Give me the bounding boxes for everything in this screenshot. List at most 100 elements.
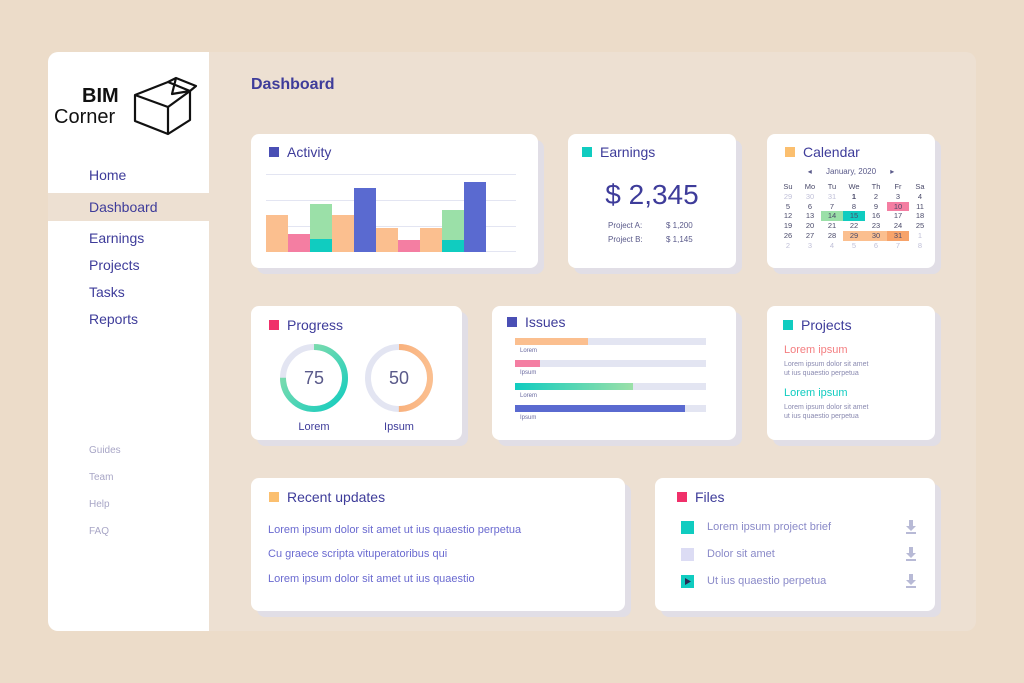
file-name: Dolor sit amet: [707, 548, 775, 560]
calendar-day[interactable]: 20: [805, 221, 815, 231]
calendar-day[interactable]: 7: [895, 240, 901, 250]
calendar-day[interactable]: 29: [783, 191, 793, 201]
calendar-day[interactable]: 28: [827, 230, 837, 240]
calendar-day[interactable]: 30: [805, 191, 815, 201]
bim-corner-logo[interactable]: BIM Corner: [54, 76, 204, 140]
calendar-day[interactable]: 3: [895, 191, 901, 201]
activity-bar-segment: [310, 239, 332, 252]
calendar-day[interactable]: 16: [871, 211, 881, 221]
progress-square-icon: [269, 320, 279, 330]
progress-card: Progress 75 Lorem: [251, 306, 462, 440]
calendar-weekday: Sa: [915, 182, 925, 191]
issues-title-text: Issues: [525, 314, 566, 330]
calendar-day[interactable]: 11: [916, 201, 924, 211]
file-row[interactable]: Lorem ipsum project brief: [681, 520, 917, 534]
calendar-weekday: Fr: [894, 182, 902, 191]
nav-item-home[interactable]: Home: [89, 167, 127, 183]
nav-item-dashboard[interactable]: Dashboard: [48, 193, 209, 221]
activity-bar: [398, 240, 420, 252]
calendar-day[interactable]: 10: [887, 201, 909, 212]
download-icon[interactable]: [905, 574, 917, 588]
progress-ring-label: Lorem: [298, 421, 330, 433]
calendar-day[interactable]: 6: [873, 240, 879, 250]
calendar-day[interactable]: 27: [805, 230, 815, 240]
nav-item-guides[interactable]: Guides: [89, 445, 121, 456]
activity-title: Activity: [269, 144, 331, 160]
calendar-prev-button[interactable]: ◂: [807, 167, 812, 176]
calendar-day[interactable]: 24: [893, 221, 903, 231]
earnings-square-icon: [582, 147, 592, 157]
calendar-day[interactable]: 31: [827, 191, 837, 201]
activity-bar-segment: [442, 240, 464, 252]
sidebar: BIM Corner Home Dashboard Earnings Proje…: [48, 52, 209, 631]
nav-item-projects[interactable]: Projects: [89, 257, 140, 273]
calendar-day[interactable]: 6: [807, 201, 813, 211]
files-card: Files Lorem ipsum project brief Dolor si…: [655, 478, 935, 611]
earnings-card: Earnings $ 2,345 Project A: $ 1,200 Proj…: [568, 134, 736, 268]
calendar-day[interactable]: 14: [821, 211, 843, 222]
calendar-day[interactable]: 8: [917, 240, 923, 250]
nav-item-earnings[interactable]: Earnings: [89, 230, 145, 246]
calendar-day[interactable]: 5: [851, 240, 857, 250]
recent-updates-title-text: Recent updates: [287, 489, 386, 505]
nav-item-faq[interactable]: FAQ: [89, 526, 110, 537]
calendar-day[interactable]: 23: [871, 221, 881, 231]
download-icon[interactable]: [905, 547, 917, 561]
calendar-day[interactable]: 25: [915, 221, 925, 231]
nav-item-tasks[interactable]: Tasks: [89, 284, 125, 300]
calendar-day[interactable]: 31: [887, 230, 909, 241]
issues-title: Issues: [507, 314, 565, 330]
progress-ring-graphic: [280, 344, 348, 412]
calendar-month-header: ◂ January, 2020 ▸: [767, 167, 935, 176]
calendar-day[interactable]: 1: [851, 191, 857, 201]
update-item[interactable]: Lorem ipsum dolor sit amet ut ius quaest…: [268, 524, 522, 536]
progress-ring-graphic: [365, 344, 433, 412]
update-item[interactable]: Lorem ipsum dolor sit amet ut ius quaest…: [268, 573, 475, 585]
calendar-day[interactable]: 1: [917, 230, 923, 240]
earnings-row-value: $ 1,200: [666, 221, 693, 230]
calendar-day[interactable]: 22: [849, 221, 859, 231]
calendar-day[interactable]: 15: [843, 211, 865, 222]
nav-item-reports[interactable]: Reports: [89, 311, 139, 327]
calendar-day[interactable]: 29: [843, 230, 865, 241]
calendar-day[interactable]: 18: [915, 211, 925, 221]
file-row[interactable]: Dolor sit amet: [681, 547, 917, 561]
calendar-day[interactable]: 12: [783, 211, 793, 221]
calendar-day[interactable]: 4: [917, 191, 923, 201]
calendar-day[interactable]: 30: [865, 230, 887, 241]
calendar-day[interactable]: 3: [807, 240, 813, 250]
calendar-day[interactable]: 2: [785, 240, 791, 250]
activity-bar: [464, 182, 486, 252]
calendar-day[interactable]: 26: [783, 230, 793, 240]
download-icon[interactable]: [905, 520, 917, 534]
calendar-day[interactable]: 8: [851, 201, 857, 211]
calendar-day[interactable]: 4: [829, 240, 835, 250]
calendar-day[interactable]: 9: [873, 201, 879, 211]
calendar-day[interactable]: 2: [873, 191, 879, 201]
project-name[interactable]: Lorem ipsum: [784, 344, 848, 356]
calendar-title-text: Calendar: [803, 144, 860, 160]
activity-bar: [376, 228, 398, 252]
project-name[interactable]: Lorem ipsum: [784, 387, 848, 399]
calendar-day[interactable]: 7: [829, 201, 835, 211]
calendar-week-row: 26 27 28 29 30 31 1: [777, 230, 931, 241]
file-name: Lorem ipsum project brief: [707, 521, 832, 533]
file-row[interactable]: Ut ius quaestio perpetua: [681, 574, 917, 588]
secondary-nav: Guides Team Help FAQ: [48, 437, 209, 545]
nav-item-team[interactable]: Team: [89, 472, 114, 483]
calendar-day[interactable]: 5: [785, 201, 791, 211]
update-item[interactable]: Cu graece scripta vituperatoribus qui: [268, 548, 448, 560]
calendar-day[interactable]: 19: [783, 221, 793, 231]
activity-title-text: Activity: [287, 144, 332, 160]
issue-label: Ipsum: [520, 370, 537, 376]
calendar-day[interactable]: 13: [805, 211, 815, 221]
calendar-title: Calendar: [785, 144, 860, 160]
calendar-day[interactable]: 17: [893, 211, 903, 221]
calendar-next-button[interactable]: ▸: [890, 167, 895, 176]
calendar-day[interactable]: 21: [827, 221, 837, 231]
activity-bar: [332, 215, 354, 252]
recent-updates-card: Recent updates Lorem ipsum dolor sit ame…: [251, 478, 625, 611]
projects-square-icon: [783, 320, 793, 330]
progress-ring-value: 50: [388, 368, 410, 388]
nav-item-help[interactable]: Help: [89, 499, 110, 510]
